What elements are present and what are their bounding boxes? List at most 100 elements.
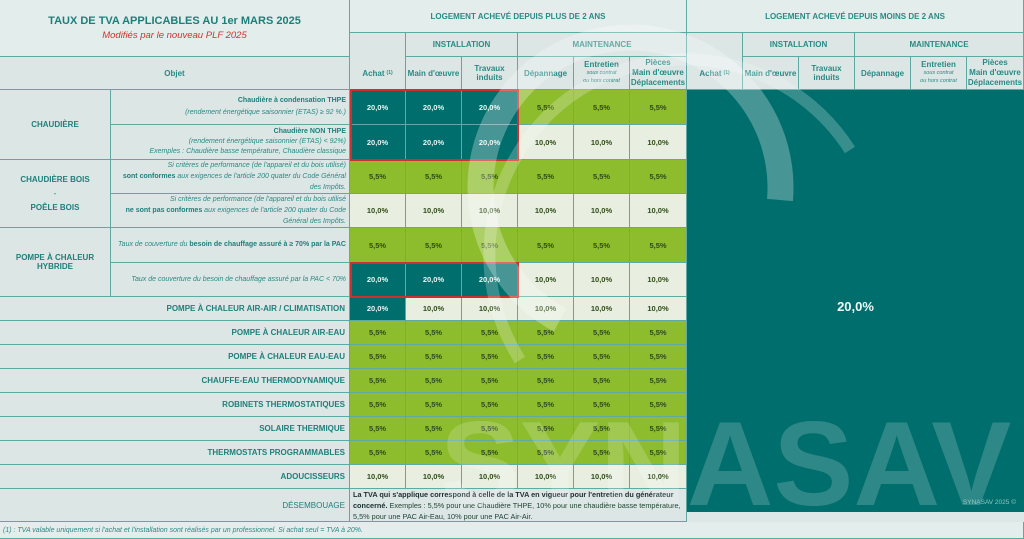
col-travaux-2: Travaux induits: [799, 57, 855, 90]
rate-cell: 10,0%: [462, 297, 518, 321]
rate-cell: 5,5%: [350, 393, 406, 417]
col-pieces: Pièces Main d'œuvre Déplacements: [630, 57, 687, 90]
col-pieces-2: Pièces Main d'œuvre Déplacements: [967, 57, 1024, 90]
rate-cell: 5,5%: [630, 441, 687, 465]
col-entretien-2: Entretien sous contrat ou hors contrat: [911, 57, 967, 90]
rate-cell: 10,0%: [350, 194, 406, 228]
row-label-thermostats: THERMOSTATS PROGRAMMABLES: [0, 441, 350, 465]
row-label-hybride-70-plus: Taux de couverture du besoin de chauffag…: [111, 228, 350, 263]
rate-cell: 5,5%: [462, 228, 518, 263]
maintenance-header-2: MAINTENANCE: [855, 33, 1024, 57]
objet-header: Objet: [0, 57, 350, 90]
col-main-oeuvre: Main d'œuvre: [406, 57, 462, 90]
rate-cell: 5,5%: [630, 393, 687, 417]
rate-cell: 10,0%: [406, 465, 462, 489]
rate-cell: 10,0%: [574, 465, 630, 489]
rate-cell: 5,5%: [518, 90, 574, 125]
rate-cell: 5,5%: [574, 90, 630, 125]
rate-cell: 10,0%: [630, 465, 687, 489]
rate-cell: 20,0%: [350, 90, 406, 125]
rate-cell: 5,5%: [574, 369, 630, 393]
rate-cell: 10,0%: [630, 297, 687, 321]
rate-cell: 5,5%: [574, 441, 630, 465]
rate-cell: 10,0%: [630, 125, 687, 160]
rate-cell: 5,5%: [518, 321, 574, 345]
rate-cell: 5,5%: [350, 441, 406, 465]
group-bois: CHAUDIÈRE BOIS - POÊLE BOIS: [0, 160, 111, 228]
rate-cell: 5,5%: [462, 345, 518, 369]
rate-cell: 5,5%: [574, 393, 630, 417]
row-label-adoucisseurs: ADOUCISSEURS: [0, 465, 350, 489]
rate-cell: 10,0%: [574, 297, 630, 321]
rate-cell: 5,5%: [462, 369, 518, 393]
group-moins-2-ans: LOGEMENT ACHEVÉ DEPUIS MOINS DE 2 ANS: [687, 0, 1024, 33]
rate-cell: 20,0%: [462, 125, 518, 160]
copyright: SYNASAV 2025 ©: [962, 499, 1016, 506]
rate-cell: 5,5%: [350, 228, 406, 263]
maintenance-header: MAINTENANCE: [518, 33, 687, 57]
row-label-pac-air-eau: POMPE À CHALEUR AIR-EAU: [0, 321, 350, 345]
page-subtitle: Modifiés par le nouveau PLF 2025: [102, 30, 247, 41]
rate-cell: 10,0%: [406, 297, 462, 321]
rate-cell: 20,0%: [350, 125, 406, 160]
rate-cell: 10,0%: [574, 125, 630, 160]
page-title: TAUX DE TVA APPLICABLES AU 1er MARS 2025: [48, 15, 301, 27]
rate-cell: 20,0%: [462, 263, 518, 297]
rate-cell: 5,5%: [518, 345, 574, 369]
rate-cell: 5,5%: [630, 228, 687, 263]
row-label-robinets: ROBINETS THERMOSTATIQUES: [0, 393, 350, 417]
rate-cell: 5,5%: [574, 345, 630, 369]
rate-cell: 20,0%: [406, 90, 462, 125]
rate-cell: 5,5%: [462, 160, 518, 194]
desembouage-text: La TVA qui s'applique correspond à celle…: [350, 489, 687, 522]
rate-cell: 5,5%: [518, 228, 574, 263]
rate-cell: 5,5%: [462, 321, 518, 345]
col-depannage: Dépannage: [518, 57, 574, 90]
footnote: (1) : TVA valable uniquement si l'achat …: [0, 522, 1024, 539]
rate-cell: 5,5%: [574, 160, 630, 194]
rate-cell: 10,0%: [630, 263, 687, 297]
rate-cell: 5,5%: [518, 369, 574, 393]
rate-cell: 10,0%: [406, 194, 462, 228]
rate-cell: 5,5%: [350, 160, 406, 194]
rate-cell: 5,5%: [406, 160, 462, 194]
rate-cell: 5,5%: [406, 228, 462, 263]
rate-cell: 10,0%: [462, 194, 518, 228]
col-achat: Achat (1): [350, 57, 406, 90]
row-label-bois-non-conformes: Si critères de performance (de l'apparei…: [111, 194, 350, 228]
col-entretien: Entretien sous contrat ou hors contrat: [574, 57, 630, 90]
rate-cell: 20,0%: [406, 125, 462, 160]
row-label-non-thpe: Chaudière NON THPE (rendement énergétique…: [111, 125, 350, 160]
col-travaux: Travaux induits: [462, 57, 518, 90]
rate-cell: 10,0%: [518, 125, 574, 160]
rate-cell: 20,0%: [350, 263, 406, 297]
moins-2-ans-rate: 20,0% SYNASAV 2025 ©: [687, 90, 1024, 512]
rate-cell: 5,5%: [518, 417, 574, 441]
rate-cell: 10,0%: [518, 465, 574, 489]
col-depannage-2: Dépannage: [855, 57, 911, 90]
rate-cell: 5,5%: [518, 441, 574, 465]
rate-cell: 5,5%: [630, 90, 687, 125]
rate-cell: 5,5%: [574, 417, 630, 441]
rate-cell: 5,5%: [350, 417, 406, 441]
rate-cell: 10,0%: [518, 263, 574, 297]
rate-cell: 10,0%: [462, 465, 518, 489]
row-label-bois-conformes: Si critères de performance (de l'apparei…: [111, 160, 350, 194]
rate-cell: 10,0%: [574, 263, 630, 297]
rate-cell: 5,5%: [350, 369, 406, 393]
rate-cell: 5,5%: [518, 160, 574, 194]
group-plus-2-ans: LOGEMENT ACHEVÉ DEPUIS PLUS DE 2 ANS: [350, 0, 687, 33]
row-label-desembouage: DÉSEMBOUAGE: [0, 489, 350, 522]
rate-cell: 5,5%: [462, 441, 518, 465]
rate-cell: 5,5%: [630, 417, 687, 441]
rate-cell: 5,5%: [630, 160, 687, 194]
rate-cell: 5,5%: [630, 345, 687, 369]
rate-cell: 10,0%: [518, 297, 574, 321]
col-achat-2: Achat (1): [687, 57, 743, 90]
rate-cell: 10,0%: [350, 465, 406, 489]
group-chaudiere: CHAUDIÈRE: [0, 90, 111, 160]
rate-cell: 5,5%: [350, 345, 406, 369]
row-label-pac-air-air: POMPE À CHALEUR AIR-AIR / CLIMATISATION: [0, 297, 350, 321]
rate-cell: 20,0%: [406, 263, 462, 297]
rate-cell: 5,5%: [406, 369, 462, 393]
